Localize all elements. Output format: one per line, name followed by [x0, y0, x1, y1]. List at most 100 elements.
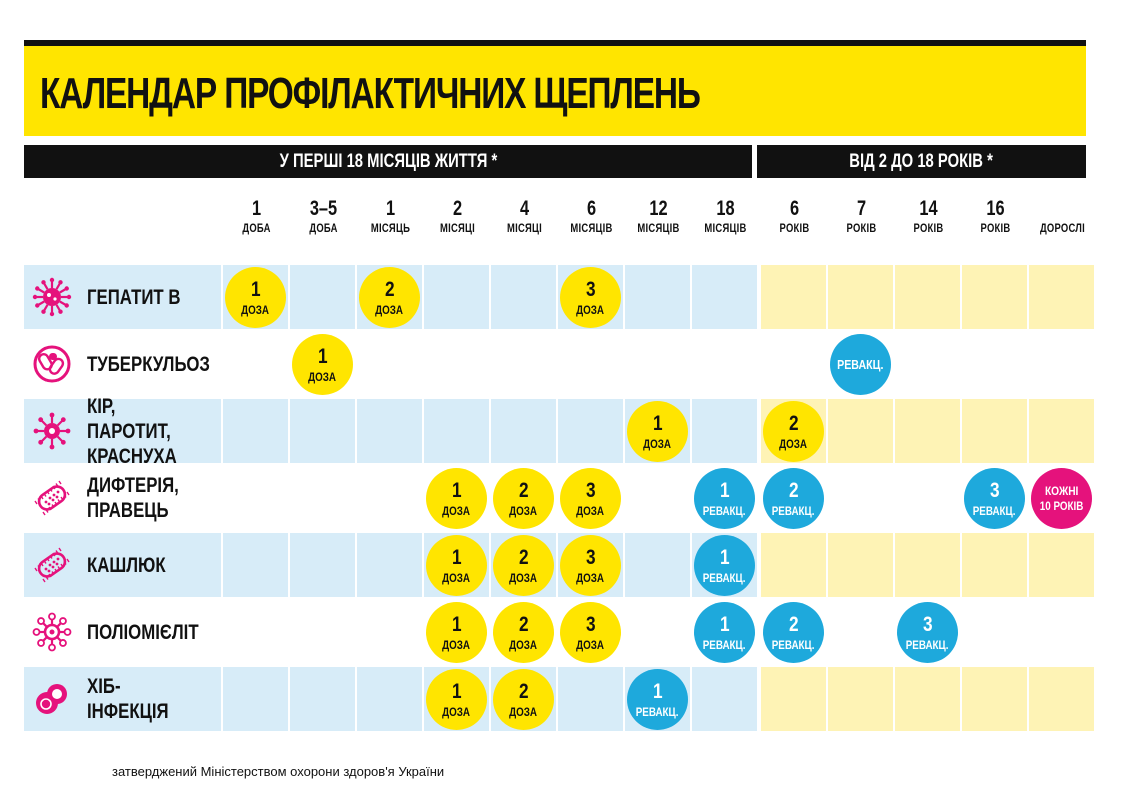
schedule-cell [558, 667, 623, 731]
schedule-cell [223, 667, 288, 731]
bacillus-icon [32, 478, 72, 518]
dose-number: 3 [922, 613, 933, 636]
dose-label: ДОЗА [375, 303, 404, 317]
age-column-header: ДОРОСЛІ [1029, 198, 1096, 248]
schedule-cell [223, 399, 288, 463]
revaccination-marker: 3 РЕВАКЦ. [964, 468, 1025, 529]
dose-label: ДОЗА [779, 437, 808, 451]
dose-marker: 2 ДОЗА [763, 401, 824, 462]
bacillus-icon [32, 545, 72, 585]
dose-number: 3 [585, 278, 596, 301]
age-unit: ДОБА [309, 223, 338, 235]
age-column-header: 6 РОКІВ [761, 198, 828, 248]
revaccination-marker: РЕВАКЦ. [830, 334, 891, 395]
schedule-cell [828, 667, 893, 731]
dose-marker: 1 ДОЗА [426, 535, 487, 596]
vaccine-row-label: ТУБЕРКУЛЬОЗ [24, 332, 221, 396]
dose-number: 3 [585, 546, 596, 569]
dose-number: 1 [451, 680, 462, 703]
schedule-cell [290, 399, 355, 463]
vaccine-row-label: ГЕПАТИТ В [24, 265, 221, 329]
age-number [1036, 198, 1088, 219]
dose-marker: 2 ДОЗА [493, 669, 554, 730]
age-column-header: 1 ДОБА [223, 198, 290, 248]
dose-number: 2 [788, 412, 799, 435]
page-title: КАЛЕНДАР ПРОФІЛАКТИЧНИХ ЩЕПЛЕНЬ [40, 69, 701, 118]
schedule-cell [895, 533, 960, 597]
vaccine-name: КАШЛЮК [87, 553, 166, 577]
section-header-children: ВІД 2 ДО 18 РОКІВ * [757, 145, 1086, 178]
schedule-cell [491, 265, 556, 329]
schedule-cell [692, 265, 757, 329]
virus-round-icon [32, 411, 72, 451]
age-number: 14 [919, 197, 938, 220]
age-column-header: 14 РОКІВ [895, 198, 962, 248]
dose-marker: 1 ДОЗА [426, 468, 487, 529]
schedule-cell [962, 533, 1027, 597]
schedule-cell [1029, 533, 1094, 597]
age-unit: РОКІВ [913, 223, 944, 235]
virus-spiky-icon [32, 277, 72, 317]
schedule-cell [625, 533, 690, 597]
diplococcus-icon [32, 679, 72, 719]
age-number: 6 [586, 197, 597, 220]
schedule-cell [962, 667, 1027, 731]
vaccine-row-label: ХІБ-ІНФЕКЦІЯ [24, 667, 221, 731]
age-unit: РОКІВ [980, 223, 1011, 235]
age-column-header: 16 РОКІВ [962, 198, 1029, 248]
dose-label: ДОЗА [576, 303, 605, 317]
schedule-cell [357, 533, 422, 597]
age-unit: РОКІВ [779, 223, 810, 235]
schedule-cell [290, 667, 355, 731]
schedule-cell [962, 265, 1027, 329]
dose-label: ДОЗА [442, 571, 471, 585]
schedule-cell [1029, 265, 1094, 329]
schedule-cell [962, 399, 1027, 463]
schedule-cell [223, 533, 288, 597]
dose-label: ДОЗА [308, 370, 337, 384]
revaccination-marker: 1 РЕВАКЦ. [627, 669, 688, 730]
age-column-header: 3–5 ДОБА [290, 198, 357, 248]
schedule-cell [625, 265, 690, 329]
age-unit: МІСЯЦЬ [370, 223, 411, 235]
vaccine-name: ПОЛІОМІЄЛІТ [87, 620, 199, 644]
dose-label: ДОЗА [576, 571, 605, 585]
age-number: 1 [385, 197, 396, 220]
dose-label: РЕВАКЦ. [772, 638, 815, 652]
dose-number: 1 [719, 613, 730, 636]
vaccine-row-label: ПОЛІОМІЄЛІТ [24, 600, 221, 664]
schedule-cell [424, 399, 489, 463]
dose-label: ДОЗА [509, 705, 538, 719]
dose-label: РЕВАКЦ. [906, 638, 949, 652]
vaccine-row-label: ДИФТЕРІЯ, ПРАВЕЦЬ [24, 466, 221, 530]
vaccine-row-label: КІР, ПАРОТИТ, КРАСНУХА [24, 394, 221, 468]
vaccine-name: КІР, ПАРОТИТ, КРАСНУХА [87, 394, 177, 468]
dose-number: 2 [788, 479, 799, 502]
dose-number: 3 [989, 479, 1000, 502]
revaccination-marker: 3 РЕВАКЦ. [897, 602, 958, 663]
title-banner: КАЛЕНДАР ПРОФІЛАКТИЧНИХ ЩЕПЛЕНЬ [24, 40, 1086, 136]
dose-label: ДОЗА [442, 638, 471, 652]
virus-receptor-icon [32, 612, 72, 652]
dose-number: 2 [518, 613, 529, 636]
dose-number: 1 [317, 345, 328, 368]
dose-label: 10 РОКІВ [1039, 499, 1084, 513]
dose-marker: 2 ДОЗА [359, 267, 420, 328]
dose-label: ДОЗА [576, 504, 605, 518]
schedule-cell [1029, 399, 1094, 463]
dose-label: ДОЗА [241, 303, 270, 317]
booster-every-10-years-marker: КОЖНІ 10 РОКІВ [1031, 468, 1092, 529]
age-number: 1 [251, 197, 262, 220]
footer-note: затверджений Міністерством охорони здоро… [112, 764, 445, 779]
dose-label: РЕВАКЦ. [703, 504, 746, 518]
dose-number: 1 [652, 412, 663, 435]
age-number: 4 [519, 197, 530, 220]
age-unit: МІСЯЦІ [439, 223, 476, 235]
dose-label: РЕВАКЦ. [703, 571, 746, 585]
age-number: 6 [789, 197, 800, 220]
dose-number: 1 [451, 479, 462, 502]
dose-marker: 1 ДОЗА [627, 401, 688, 462]
schedule-cell [558, 399, 623, 463]
schedule-cell [895, 399, 960, 463]
age-number: 16 [986, 197, 1005, 220]
